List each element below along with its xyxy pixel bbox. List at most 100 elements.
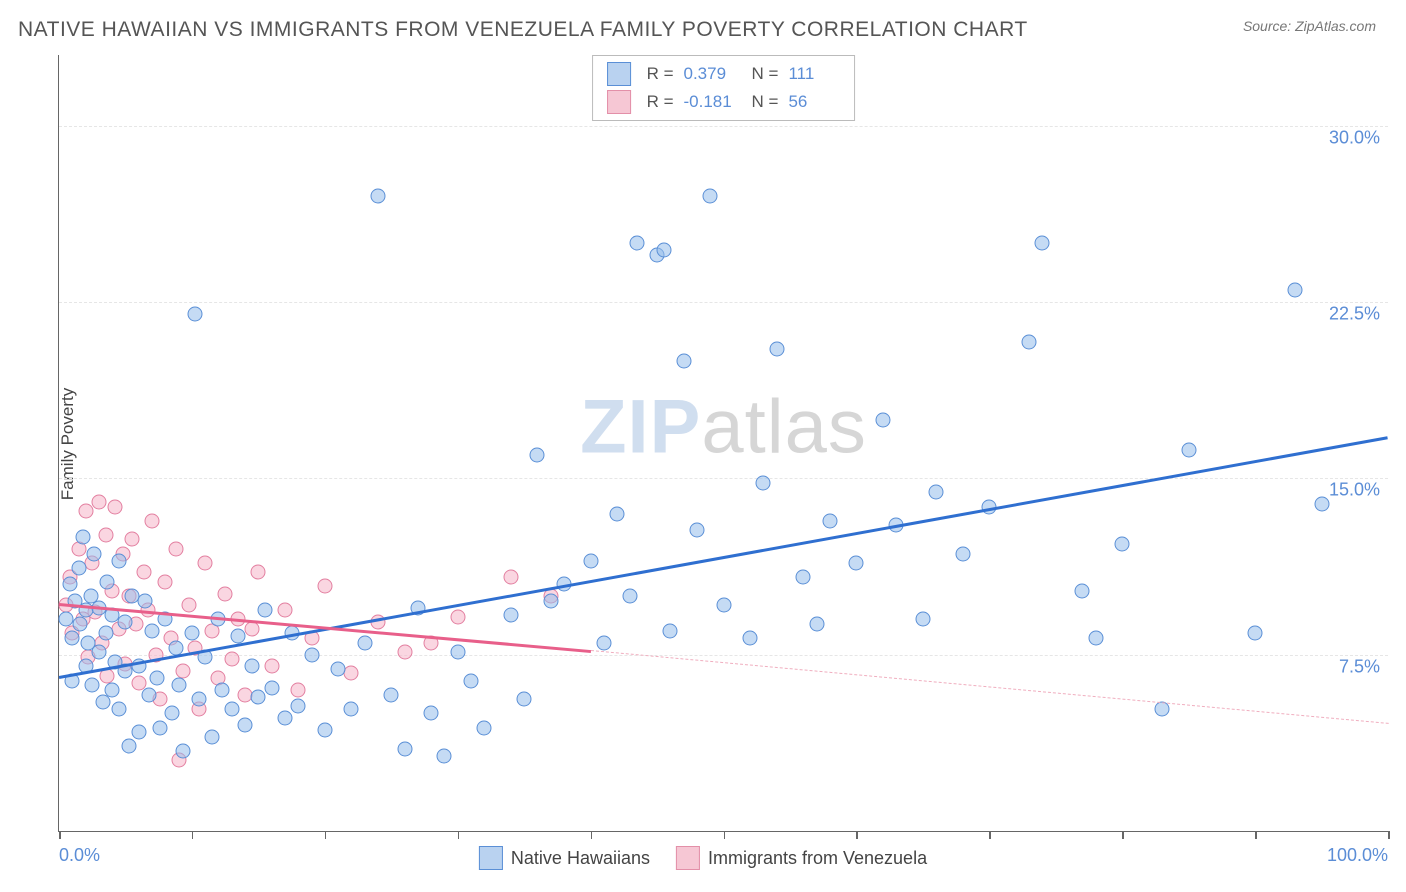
data-point-pink <box>503 570 518 585</box>
x-tick <box>856 831 858 839</box>
data-point-blue <box>73 617 88 632</box>
data-point-blue <box>111 701 126 716</box>
data-point-pink <box>450 610 465 625</box>
y-tick-label: 7.5% <box>1339 656 1380 677</box>
data-point-pink <box>344 666 359 681</box>
data-point-blue <box>277 711 292 726</box>
data-point-blue <box>98 626 113 641</box>
x-tick <box>1388 831 1390 839</box>
data-point-blue <box>145 624 160 639</box>
data-point-pink <box>182 598 197 613</box>
data-point-blue <box>676 353 691 368</box>
legend-swatch <box>607 62 631 86</box>
data-point-pink <box>291 682 306 697</box>
data-point-pink <box>198 555 213 570</box>
n-value: 56 <box>788 92 840 112</box>
data-point-blue <box>187 306 202 321</box>
gridline <box>59 478 1388 479</box>
data-point-blue <box>291 699 306 714</box>
data-point-blue <box>822 513 837 528</box>
data-point-pink <box>107 499 122 514</box>
data-point-blue <box>71 560 86 575</box>
data-point-blue <box>929 485 944 500</box>
data-point-blue <box>331 661 346 676</box>
legend-item: Native Hawaiians <box>479 846 650 870</box>
data-point-blue <box>238 718 253 733</box>
gridline <box>59 302 1388 303</box>
data-point-pink <box>175 664 190 679</box>
data-point-blue <box>164 706 179 721</box>
data-point-blue <box>138 593 153 608</box>
data-point-blue <box>756 475 771 490</box>
data-point-blue <box>703 189 718 204</box>
data-point-blue <box>251 689 266 704</box>
data-point-pink <box>397 645 412 660</box>
legend-item: Immigrants from Venezuela <box>676 846 927 870</box>
chart-area: Family Poverty ZIPatlas R =0.379N =111R … <box>18 55 1388 832</box>
trend-line <box>59 436 1389 679</box>
watermark: ZIPatlas <box>580 384 867 471</box>
correlation-legend: R =0.379N =111R =-0.181N =56 <box>592 55 856 121</box>
legend-stats-row: R =0.379N =111 <box>593 60 855 88</box>
data-point-blue <box>1248 626 1263 641</box>
data-point-blue <box>630 236 645 251</box>
data-point-blue <box>257 602 272 617</box>
data-point-blue <box>716 598 731 613</box>
data-point-blue <box>1035 236 1050 251</box>
data-point-blue <box>231 628 246 643</box>
data-point-blue <box>424 706 439 721</box>
data-point-blue <box>517 692 532 707</box>
data-point-blue <box>224 701 239 716</box>
data-point-blue <box>463 673 478 688</box>
data-point-blue <box>304 647 319 662</box>
data-point-blue <box>1115 537 1130 552</box>
legend-label: Immigrants from Venezuela <box>708 848 927 869</box>
y-tick-label: 22.5% <box>1329 303 1380 324</box>
data-point-blue <box>1075 584 1090 599</box>
data-point-pink <box>168 541 183 556</box>
x-tick <box>458 831 460 839</box>
data-point-blue <box>1287 283 1302 298</box>
x-tick <box>724 831 726 839</box>
data-point-blue <box>796 570 811 585</box>
x-tick <box>591 831 593 839</box>
data-point-blue <box>397 741 412 756</box>
data-point-pink <box>137 565 152 580</box>
data-point-pink <box>98 527 113 542</box>
legend-label: Native Hawaiians <box>511 848 650 869</box>
data-point-blue <box>111 553 126 568</box>
x-tick <box>59 831 61 839</box>
data-point-blue <box>384 687 399 702</box>
data-point-blue <box>62 577 77 592</box>
x-tick <box>989 831 991 839</box>
data-point-blue <box>915 612 930 627</box>
gridline <box>59 655 1388 656</box>
x-tick-label: 0.0% <box>59 845 100 866</box>
data-point-blue <box>85 678 100 693</box>
data-point-blue <box>317 722 332 737</box>
n-label: N = <box>752 92 779 112</box>
x-tick-label: 100.0% <box>1327 845 1388 866</box>
data-point-blue <box>122 739 137 754</box>
data-point-blue <box>118 614 133 629</box>
data-point-blue <box>184 626 199 641</box>
data-point-blue <box>955 546 970 561</box>
chart-title: NATIVE HAWAIIAN VS IMMIGRANTS FROM VENEZ… <box>18 18 1028 42</box>
data-point-blue <box>91 645 106 660</box>
data-point-blue <box>663 624 678 639</box>
x-tick <box>192 831 194 839</box>
data-point-blue <box>623 588 638 603</box>
data-point-blue <box>370 189 385 204</box>
data-point-blue <box>1088 631 1103 646</box>
legend-swatch <box>676 846 700 870</box>
x-tick <box>1255 831 1257 839</box>
trend-line-extrapolated <box>591 650 1388 724</box>
data-point-blue <box>153 720 168 735</box>
data-point-blue <box>75 530 90 545</box>
data-point-pink <box>158 574 173 589</box>
n-label: N = <box>752 64 779 84</box>
data-point-pink <box>251 565 266 580</box>
data-point-blue <box>503 607 518 622</box>
data-point-blue <box>743 631 758 646</box>
legend-stats-row: R =-0.181N =56 <box>593 88 855 116</box>
